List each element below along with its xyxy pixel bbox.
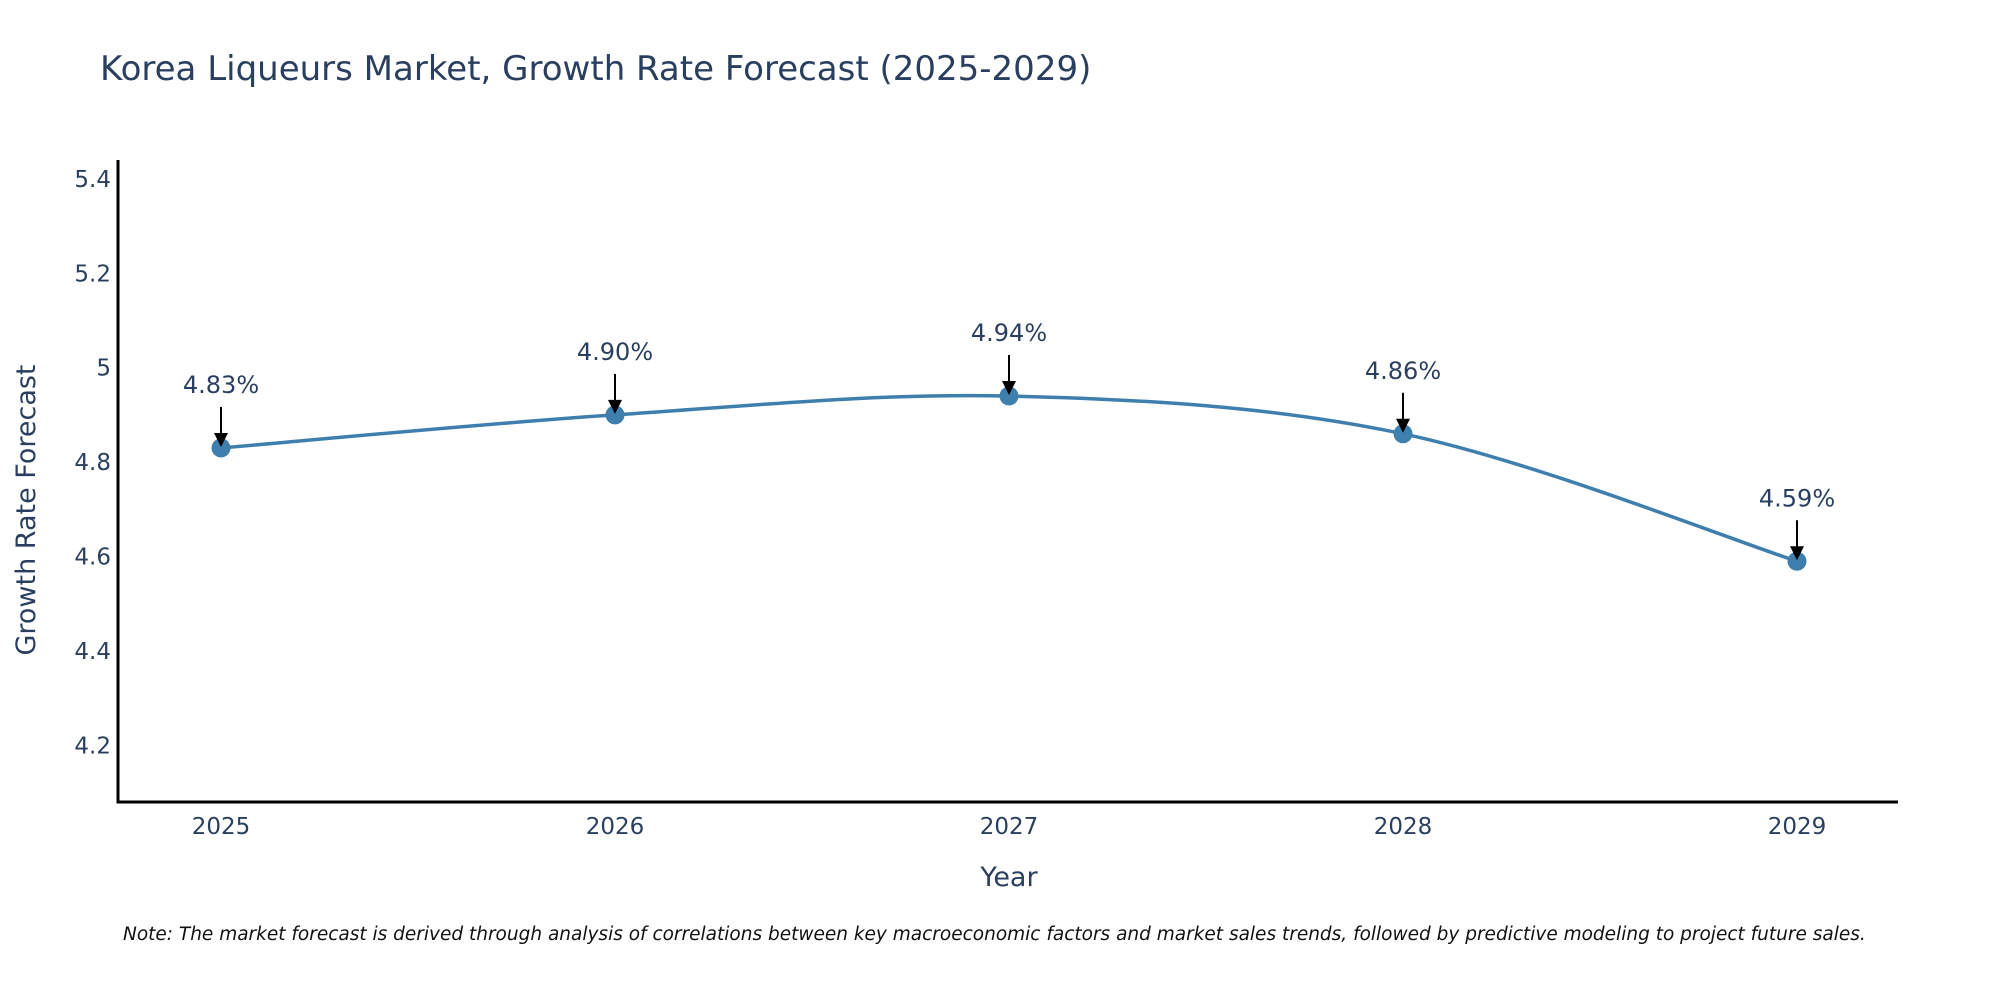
y-tick-label: 5 [96, 356, 111, 382]
annotation-arrow-head [1790, 546, 1804, 561]
data-label: 4.90% [577, 338, 653, 366]
annotation-arrow-head [1002, 381, 1016, 396]
plot-area: 4.2 4.4 4.6 4.8 5 5.2 5.4 2025 2026 2027 2028 2029… [74, 160, 1898, 840]
data-label: 4.83% [183, 371, 259, 399]
y-axis-ticks: 4.2 4.4 4.6 4.8 5 5.2 5.4 [74, 167, 111, 759]
y-tick-label: 4.2 [74, 733, 111, 759]
data-label: 4.94% [971, 319, 1047, 347]
data-point [1787, 551, 1807, 571]
x-tick-label: 2028 [1374, 814, 1433, 840]
annotation-arrow-head [1396, 418, 1410, 433]
x-tick-label: 2027 [980, 814, 1039, 840]
x-tick-label: 2026 [586, 814, 645, 840]
x-tick-label: 2025 [192, 814, 251, 840]
data-label: 4.59% [1759, 484, 1835, 512]
x-axis-title: Year [979, 862, 1038, 893]
y-tick-label: 4.8 [74, 450, 111, 476]
data-label: 4.86% [1365, 357, 1441, 385]
chart-title: Korea Liqueurs Market, Growth Rate Forec… [100, 49, 1091, 89]
y-tick-label: 5.4 [74, 167, 111, 193]
x-axis-ticks: 2025 2026 2027 2028 2029 [192, 814, 1827, 840]
data-point [605, 405, 625, 425]
y-tick-label: 5.2 [74, 261, 111, 287]
data-point [999, 386, 1019, 406]
footnote: Note: The market forecast is derived thr… [123, 924, 1866, 945]
data-points [211, 386, 1807, 571]
data-annotations: 4.83% 4.90% 4.94% 4.86% 4.59% [183, 319, 1835, 561]
annotation-arrow-head [214, 432, 228, 447]
series-line [220, 393, 1798, 563]
annotation-arrow-head [608, 399, 622, 414]
x-tick-label: 2029 [1768, 814, 1827, 840]
y-tick-label: 4.4 [74, 639, 111, 665]
data-point [211, 438, 231, 458]
data-point [1393, 424, 1413, 444]
y-axis-title: Growth Rate Forecast [11, 364, 42, 655]
y-tick-label: 4.6 [74, 545, 111, 571]
